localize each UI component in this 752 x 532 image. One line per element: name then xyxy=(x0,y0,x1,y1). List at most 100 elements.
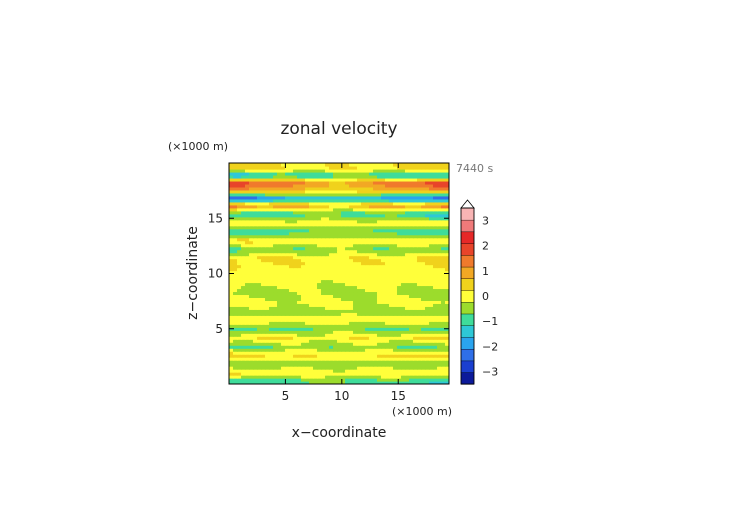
field-cell xyxy=(317,222,322,227)
field-cell xyxy=(429,210,434,215)
field-cell xyxy=(393,246,398,251)
field-cell xyxy=(337,276,342,281)
field-cell xyxy=(345,339,350,343)
field-cell xyxy=(417,192,422,197)
field-cell xyxy=(281,237,286,242)
field-cell xyxy=(317,240,322,245)
field-cell xyxy=(373,210,378,215)
field-cell xyxy=(245,255,250,260)
field-cell xyxy=(353,285,358,290)
field-cell xyxy=(393,192,398,197)
field-cell xyxy=(241,231,246,236)
field-cell xyxy=(405,348,410,352)
field-cell xyxy=(237,330,242,334)
field-cell xyxy=(369,369,374,373)
field-cell xyxy=(309,237,314,242)
field-cell xyxy=(293,180,298,185)
field-cell xyxy=(337,348,342,352)
field-cell xyxy=(273,309,278,313)
field-cell xyxy=(413,366,418,370)
field-cell xyxy=(357,198,362,203)
field-cell xyxy=(405,183,410,188)
field-cell xyxy=(237,177,242,182)
field-cell xyxy=(245,297,250,301)
field-cell xyxy=(409,285,414,290)
field-cell xyxy=(417,163,422,167)
field-cell xyxy=(389,189,394,194)
field-cell xyxy=(389,183,394,188)
field-cell xyxy=(369,330,374,334)
field-cell xyxy=(361,342,366,346)
field-cell xyxy=(401,216,406,221)
field-cell xyxy=(237,234,242,239)
field-cell xyxy=(425,297,430,301)
field-cell xyxy=(309,351,314,355)
field-cell xyxy=(441,165,446,170)
field-cell xyxy=(269,342,274,346)
field-cell xyxy=(357,195,362,200)
field-cell xyxy=(253,163,258,167)
field-cell xyxy=(281,168,286,173)
field-cell xyxy=(297,210,302,215)
field-cell xyxy=(293,183,298,188)
field-cell xyxy=(417,252,422,257)
field-cell xyxy=(325,252,330,257)
field-cell xyxy=(353,249,358,254)
field-cell xyxy=(285,168,290,173)
field-cell xyxy=(229,243,234,248)
field-cell xyxy=(257,237,262,242)
field-cell xyxy=(389,291,394,296)
field-cell xyxy=(237,180,242,185)
field-cell xyxy=(257,312,262,316)
colorbar-segment xyxy=(460,336,475,350)
field-cell xyxy=(385,210,390,215)
field-cell xyxy=(441,303,446,307)
field-cell xyxy=(325,270,330,275)
field-cell xyxy=(341,255,346,260)
field-cell xyxy=(313,255,318,260)
field-cell xyxy=(277,366,282,370)
field-cell xyxy=(445,315,449,319)
field-cell xyxy=(429,291,434,296)
field-cell xyxy=(409,273,414,278)
field-cell xyxy=(309,276,314,281)
field-cell xyxy=(281,318,286,322)
field-cell xyxy=(345,363,350,367)
field-cell xyxy=(229,255,234,260)
field-cell xyxy=(365,282,370,287)
field-cell xyxy=(369,243,374,248)
field-cell xyxy=(421,357,426,361)
field-cell xyxy=(361,327,366,331)
field-cell xyxy=(273,315,278,319)
field-cell xyxy=(253,366,258,370)
field-cell xyxy=(253,300,258,304)
field-cell xyxy=(301,288,306,293)
field-cell xyxy=(253,231,258,236)
field-cell xyxy=(317,318,322,322)
field-cell xyxy=(365,240,370,245)
field-cell xyxy=(353,309,358,313)
field-cell xyxy=(373,324,378,328)
field-cell xyxy=(289,312,294,316)
field-cell xyxy=(237,279,242,284)
field-cell xyxy=(333,336,338,340)
field-cell xyxy=(389,201,394,206)
field-cell xyxy=(341,333,346,337)
field-cell xyxy=(325,234,330,239)
field-cell xyxy=(421,294,426,298)
field-cell xyxy=(385,306,390,310)
field-cell xyxy=(305,165,310,170)
y-unit-label: (×1000 m) xyxy=(168,140,228,153)
field-cell xyxy=(253,288,258,293)
field-cell xyxy=(401,264,406,269)
field-cell xyxy=(253,294,258,298)
field-cell xyxy=(273,171,278,176)
field-cell xyxy=(309,249,314,254)
field-cell xyxy=(429,345,434,349)
field-cell xyxy=(433,294,438,298)
field-cell xyxy=(229,312,234,316)
field-cell xyxy=(393,180,398,185)
field-cell xyxy=(365,246,370,251)
field-cell xyxy=(253,249,258,254)
